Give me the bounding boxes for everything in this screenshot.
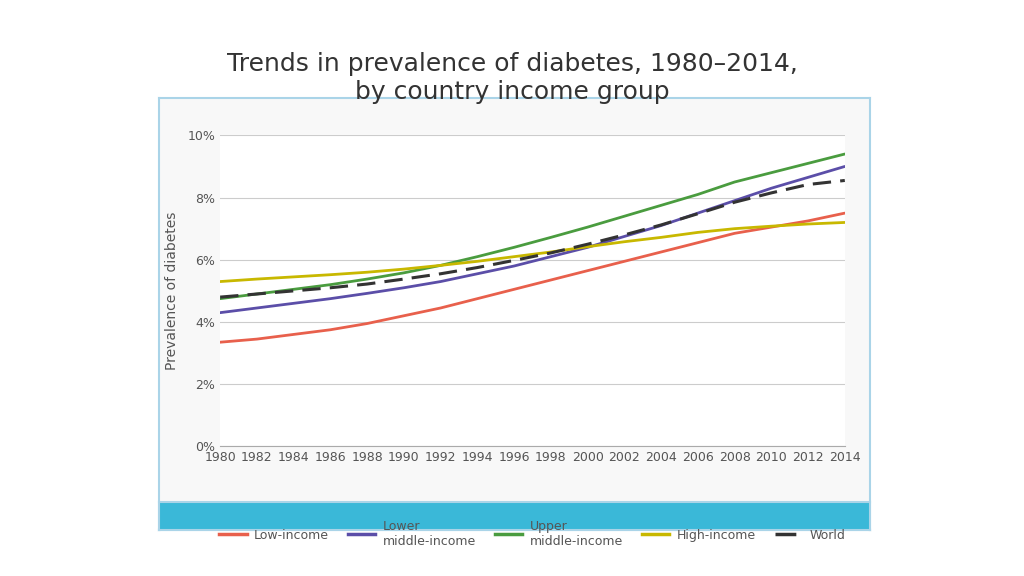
Y-axis label: Prevalence of diabetes: Prevalence of diabetes (165, 212, 179, 370)
Text: Trends in prevalence of diabetes, 1980–2014,
by country income group: Trends in prevalence of diabetes, 1980–2… (226, 52, 798, 104)
Legend: Low-income, Lower
middle-income, Upper
middle-income, High-income, World: Low-income, Lower middle-income, Upper m… (214, 515, 851, 553)
